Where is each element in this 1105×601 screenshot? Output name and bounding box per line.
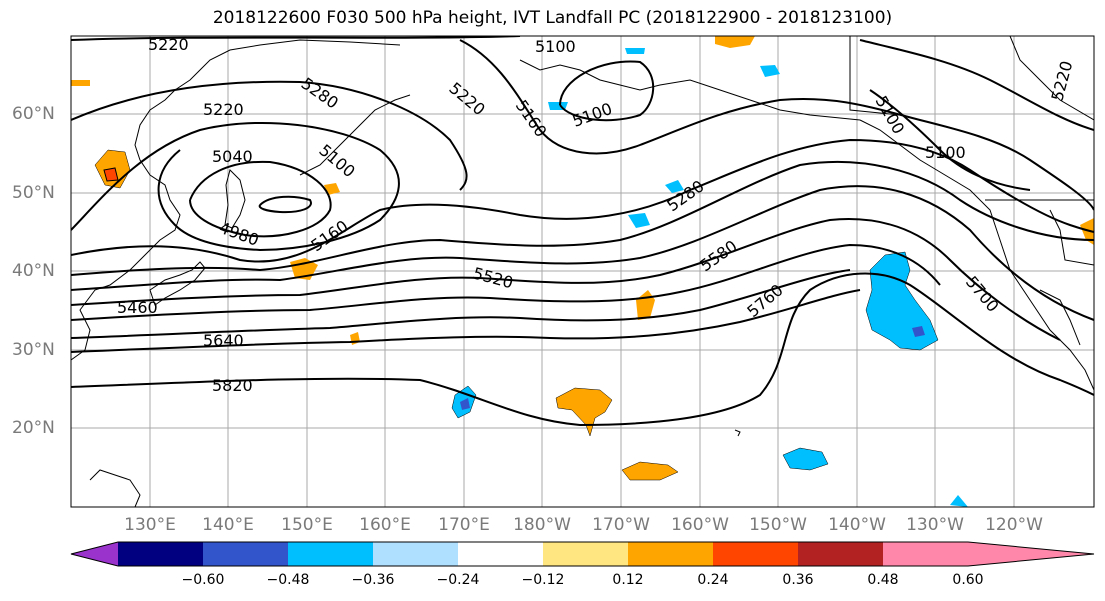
lon-label: 130°W [906,515,964,535]
colorbar-segment [288,542,373,566]
colorbar-extend-left [71,542,118,566]
contour-label: 5100 [925,143,966,162]
lon-label: 120°W [985,515,1043,535]
colorbar-tick-label: 0.12 [612,572,644,588]
colorbar-segment [458,542,543,566]
lon-label: 160°E [359,515,411,535]
colorbar-tick-label: 0.24 [697,572,729,588]
colorbar-segment [798,542,883,566]
lon-label: 160°W [671,515,729,535]
colorbar-tick-label: 0.48 [867,572,899,588]
colorbar-segment [628,542,713,566]
graticule [71,36,1094,507]
height-contours [71,36,1094,427]
contour-label: 5640 [203,331,244,350]
contour-label: 5460 [117,298,158,317]
colorbar-segment [883,542,968,566]
colorbar [70,541,1095,567]
colorbar-tick-label: −0.12 [521,572,565,588]
colorbar-tick-label: −0.24 [436,572,480,588]
lon-label: 150°E [281,515,333,535]
lon-label: 170°W [592,515,650,535]
lon-label: 150°W [749,515,807,535]
contour-label: 5220 [148,35,189,54]
lat-label: 30°N [12,340,55,360]
colorbar-segment [118,542,203,566]
lon-label: 170°E [438,515,490,535]
contour-label: 5100 [535,37,576,56]
contour-label: 5040 [212,147,253,166]
colorbar-segment [713,542,798,566]
lon-label: 140°W [828,515,886,535]
colorbar-extend-right [968,542,1094,566]
lon-label: 130°E [124,515,176,535]
lon-label: 180°W [513,515,571,535]
contour-label: 5820 [212,376,253,395]
colorbar-segment [373,542,458,566]
colorbar-tick-label: −0.60 [181,572,225,588]
lon-label: 140°E [202,515,254,535]
lat-label: 60°N [12,104,55,124]
lat-label: 50°N [12,183,55,203]
colorbar-segment [203,542,288,566]
lat-label: 40°N [12,261,55,281]
colorbar-tick-label: 0.60 [952,572,984,588]
colorbar-tick-label: −0.36 [351,572,395,588]
colorbar-tick-label: 0.36 [782,572,814,588]
lat-label: 20°N [12,418,55,438]
colorbar-tick-label: −0.48 [266,572,310,588]
contour-label: 5220 [203,100,244,119]
ivt-shading [71,36,1094,507]
colorbar-segment [543,542,628,566]
chart-title: 2018122600 F030 500 hPa height, IVT Land… [212,8,893,28]
map-border [70,35,1095,508]
